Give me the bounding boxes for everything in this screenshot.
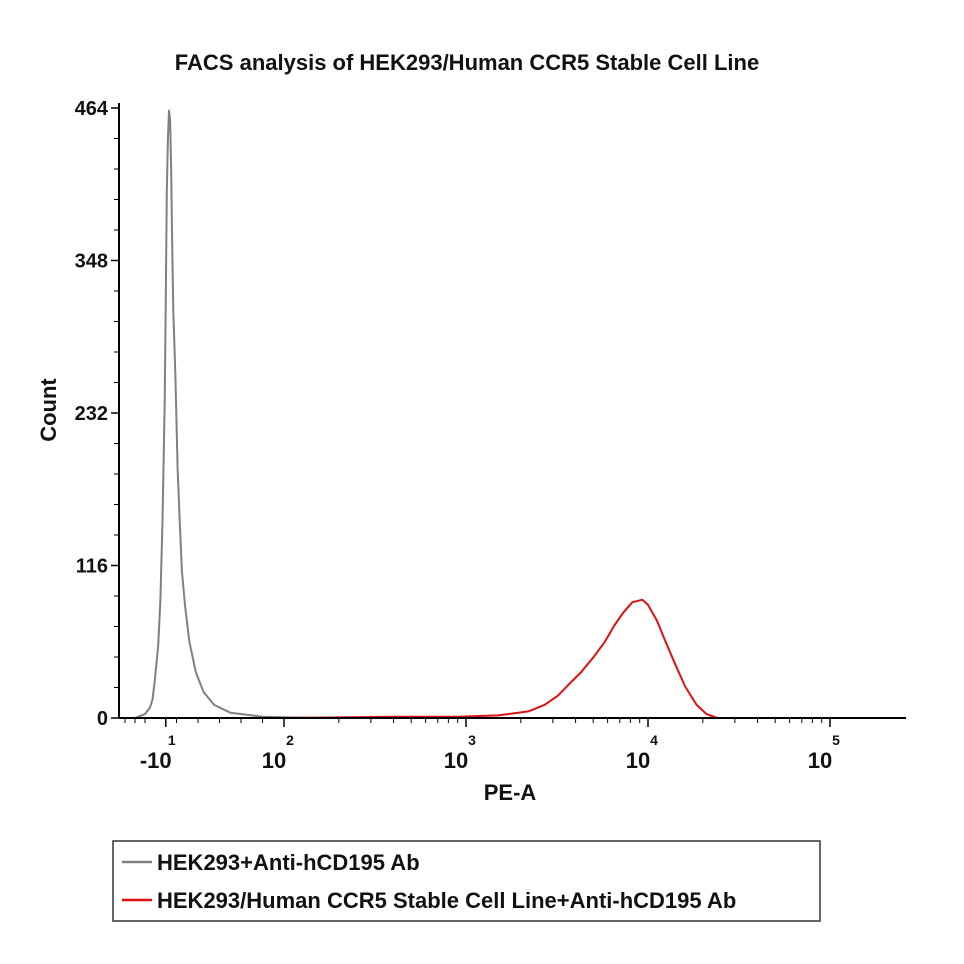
series-line-0: [120, 109, 830, 719]
x-tick-exponent: 4: [650, 732, 658, 748]
series-line-1: [171, 598, 830, 719]
y-tick-label: 116: [76, 556, 108, 578]
y-tick-label: 348: [75, 251, 108, 273]
legend-label-control: HEK293+Anti-hCD195 Ab: [157, 850, 420, 875]
x-tick-exponent: 1: [168, 732, 176, 748]
y-tick-label: 464: [75, 98, 109, 120]
legend: HEK293+Anti-hCD195 Ab HEK293/Human CCR5 …: [112, 840, 821, 922]
legend-box: [112, 840, 821, 922]
chart-title: FACS analysis of HEK293/Human CCR5 Stabl…: [175, 50, 759, 75]
x-tick-base: 10: [444, 748, 468, 773]
x-axis-label: PE-A: [484, 780, 537, 805]
x-tick-base: 10: [808, 748, 832, 773]
y-tick-label: 0: [97, 708, 108, 730]
x-tick-exponent: 3: [468, 732, 476, 748]
y-tick-label: 232: [75, 403, 108, 425]
x-tick-base: -10: [140, 748, 172, 773]
axes: [118, 103, 906, 719]
y-axis-label: Count: [36, 378, 61, 442]
plot-area: [120, 109, 830, 719]
x-tick-base: 10: [262, 748, 286, 773]
x-tick-exponent: 2: [286, 732, 294, 748]
legend-label-ccr5: HEK293/Human CCR5 Stable Cell Line+Anti-…: [157, 888, 736, 913]
y-ticks: 0 116 232 348 464: [75, 98, 119, 730]
x-tick-base: 10: [626, 748, 650, 773]
x-tick-exponent: 5: [832, 732, 840, 748]
